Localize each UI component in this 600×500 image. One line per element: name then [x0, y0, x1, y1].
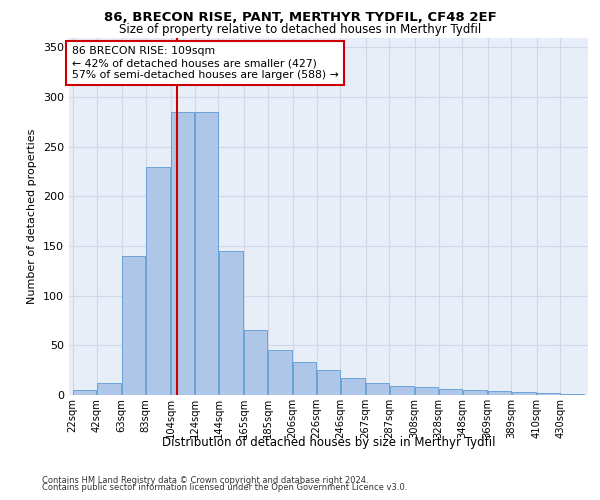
- Bar: [218, 251, 244, 395]
- Bar: [171, 112, 194, 395]
- Bar: [97, 383, 121, 395]
- Bar: [341, 378, 365, 395]
- Bar: [488, 391, 511, 395]
- Text: 86, BRECON RISE, PANT, MERTHYR TYDFIL, CF48 2EF: 86, BRECON RISE, PANT, MERTHYR TYDFIL, C…: [104, 11, 496, 24]
- Bar: [537, 393, 560, 395]
- Bar: [122, 256, 145, 395]
- Bar: [244, 330, 268, 395]
- Bar: [560, 394, 584, 395]
- Text: Distribution of detached houses by size in Merthyr Tydfil: Distribution of detached houses by size …: [162, 436, 496, 449]
- Bar: [389, 386, 415, 395]
- Bar: [439, 389, 462, 395]
- Bar: [268, 350, 292, 395]
- Bar: [415, 387, 439, 395]
- Text: 86 BRECON RISE: 109sqm
← 42% of detached houses are smaller (427)
57% of semi-de: 86 BRECON RISE: 109sqm ← 42% of detached…: [71, 46, 338, 80]
- Text: Size of property relative to detached houses in Merthyr Tydfil: Size of property relative to detached ho…: [119, 22, 481, 36]
- Bar: [366, 383, 389, 395]
- Text: Contains public sector information licensed under the Open Government Licence v3: Contains public sector information licen…: [42, 483, 407, 492]
- Bar: [512, 392, 536, 395]
- Y-axis label: Number of detached properties: Number of detached properties: [28, 128, 37, 304]
- Bar: [146, 166, 170, 395]
- Bar: [463, 390, 487, 395]
- Bar: [317, 370, 340, 395]
- Bar: [195, 112, 218, 395]
- Bar: [73, 390, 97, 395]
- Bar: [293, 362, 316, 395]
- Text: Contains HM Land Registry data © Crown copyright and database right 2024.: Contains HM Land Registry data © Crown c…: [42, 476, 368, 485]
